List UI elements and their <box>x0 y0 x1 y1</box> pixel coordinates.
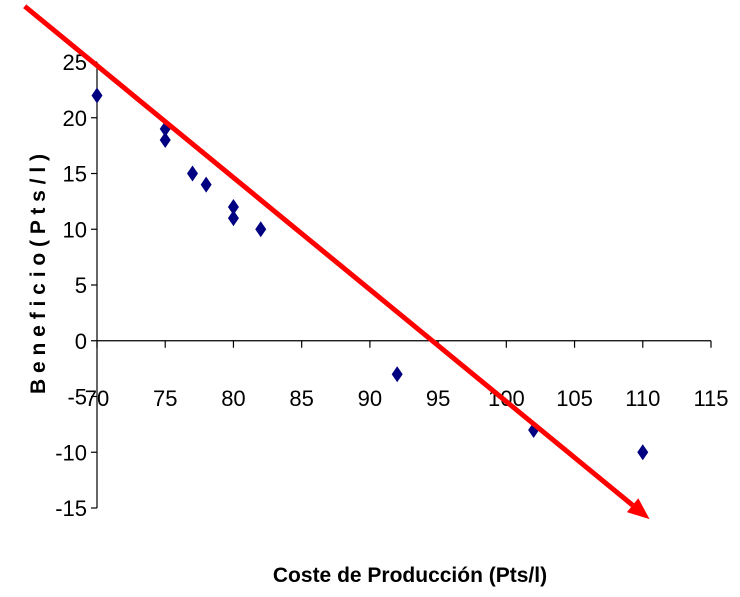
x-axis-title: Coste de Producción (Pts/l) <box>273 564 547 587</box>
x-tick-label: 80 <box>221 386 245 411</box>
y-tick-label: 0 <box>75 329 87 354</box>
x-tick-label: 85 <box>289 386 313 411</box>
x-tick-label: 105 <box>556 386 593 411</box>
trend-arrowhead <box>626 498 650 520</box>
y-tick-label: 10 <box>63 217 87 242</box>
y-tick-label: 15 <box>63 162 87 187</box>
data-point <box>637 444 649 461</box>
x-tick-label: 95 <box>426 386 450 411</box>
data-points <box>91 87 649 461</box>
x-tick-label: 90 <box>358 386 382 411</box>
data-point <box>391 366 403 383</box>
trend-arrow <box>23 4 650 520</box>
data-point <box>159 132 171 149</box>
data-point <box>227 210 239 227</box>
data-point <box>91 87 103 104</box>
x-tick-label: 70 <box>85 386 109 411</box>
x-tick-label: 110 <box>625 386 660 411</box>
data-point <box>255 221 267 238</box>
y-tick-label: -15 <box>55 496 87 521</box>
y-tick-label: 20 <box>63 106 87 131</box>
data-point <box>200 176 212 193</box>
data-point <box>227 198 239 215</box>
y-tick-label: 5 <box>75 273 87 298</box>
y-axis-title: B e n e f i c i o ( P t s / l ) <box>27 154 50 394</box>
data-point <box>187 165 199 182</box>
x-tick-label: 115 <box>693 386 728 411</box>
y-tick-label: -10 <box>55 440 87 465</box>
y-tick-label: -5 <box>67 385 87 410</box>
trend-line <box>23 4 635 508</box>
x-tick-label: 75 <box>153 386 177 411</box>
x-tick-labels: 707580859095100105110115 <box>85 386 729 411</box>
axes <box>91 61 712 509</box>
